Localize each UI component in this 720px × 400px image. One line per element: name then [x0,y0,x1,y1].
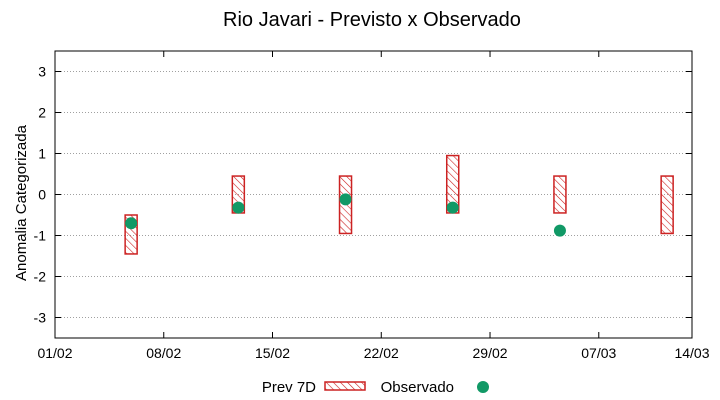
grid [55,71,692,318]
x-tick-label: 29/02 [473,345,508,361]
x-tick-label: 15/02 [255,345,290,361]
observed-point [339,193,352,206]
legend-label-observado: Observado [381,379,454,396]
observed-point [125,217,138,230]
x-tick-label: 07/03 [581,345,616,361]
legend-marker-observado [477,381,489,393]
axis-ticks: 3 2 1 0 -1 -2 -3 01/02 08/02 15/02 22/02 29/02 07/03… [34,51,710,361]
observed-point [553,224,566,237]
y-tick-label: -3 [34,310,47,326]
observado-series [125,193,566,237]
legend-swatch-prev-7d [324,381,366,391]
y-tick-label: 0 [38,187,46,203]
legend: Prev 7D Observado [262,379,489,396]
y-tick-label: 1 [38,146,46,162]
observed-point [232,201,245,214]
forecast-bar [553,175,567,214]
y-tick-label: 3 [38,64,46,80]
legend-label-prev-7d: Prev 7D [262,379,316,396]
chart-title: Rio Javari - Previsto x Observado [223,9,521,31]
forecast-bar [660,175,674,235]
observed-point [446,201,459,214]
x-tick-label: 01/02 [37,345,72,361]
prev-7d-series [124,154,674,255]
y-tick-label: 2 [38,105,46,121]
y-axis-label: Anomalia Categorizada [13,124,30,281]
x-tick-label: 14/03 [674,345,709,361]
y-tick-label: -1 [34,228,47,244]
x-tick-label: 08/02 [146,345,181,361]
y-tick-label: -2 [34,269,47,285]
x-tick-label: 22/02 [364,345,399,361]
